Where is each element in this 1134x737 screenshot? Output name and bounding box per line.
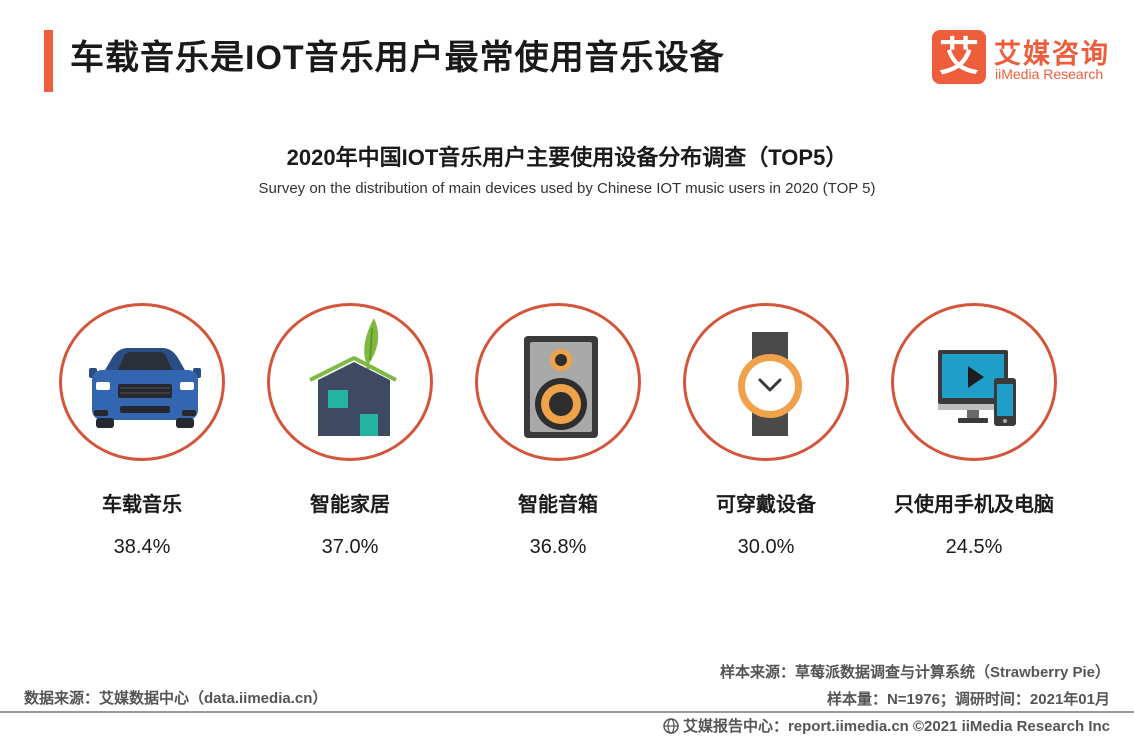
device-label: 智能音箱: [518, 494, 598, 516]
device-circle: [891, 303, 1057, 461]
device-circle: [59, 303, 225, 461]
logo-text-cn: 艾媒咨询: [994, 39, 1110, 69]
car-icon: [89, 348, 201, 428]
device-label: 只使用手机及电脑: [894, 494, 1054, 516]
footer-text: 艾媒报告中心：report.iimedia.cn ©2021 iiMedia R…: [682, 718, 1110, 735]
page-title: 车载音乐是IOT音乐用户最常使用音乐设备: [70, 39, 725, 77]
device-value: 36.8%: [529, 536, 587, 558]
smart-home-icon: [309, 318, 397, 436]
data-source: 数据来源：艾媒数据中心（data.iimedia.cn）: [24, 690, 328, 707]
footer: 艾媒报告中心：report.iimedia.cn ©2021 iiMedia R…: [663, 715, 1110, 736]
logo-mark: 艾: [932, 30, 986, 84]
device-circle: [267, 303, 433, 461]
device-circle: [475, 303, 641, 461]
device-value: 38.4%: [113, 536, 171, 558]
device-label: 智能家居: [310, 494, 390, 516]
speaker-icon: [524, 336, 598, 438]
sample-source: 样本来源：草莓派数据调查与计算系统（Strawberry Pie）: [719, 664, 1110, 681]
chart-title: 2020年中国IOT音乐用户主要使用设备分布调查（TOP5）: [286, 145, 848, 170]
sample-info: 样本量：N=1976；调研时间：2021年01月: [826, 691, 1110, 708]
device-circle: [683, 303, 849, 461]
footer-divider: [0, 711, 1134, 713]
logo-text-en: iiMedia Research: [995, 66, 1104, 82]
smartwatch-icon: [738, 332, 802, 436]
device-value: 37.0%: [321, 536, 379, 558]
title-accent-bar: [44, 30, 53, 92]
chart-subtitle: Survey on the distribution of main devic…: [258, 180, 876, 197]
device-value: 24.5%: [945, 536, 1003, 558]
device-value: 30.0%: [737, 536, 795, 558]
globe-icon: [663, 718, 679, 734]
brand-logo: 艾 艾媒咨询 iiMedia Research: [932, 30, 1122, 86]
device-label: 可穿戴设备: [716, 494, 816, 516]
phone-and-computer-icon: [938, 350, 1016, 426]
device-label: 车载音乐: [102, 494, 182, 516]
